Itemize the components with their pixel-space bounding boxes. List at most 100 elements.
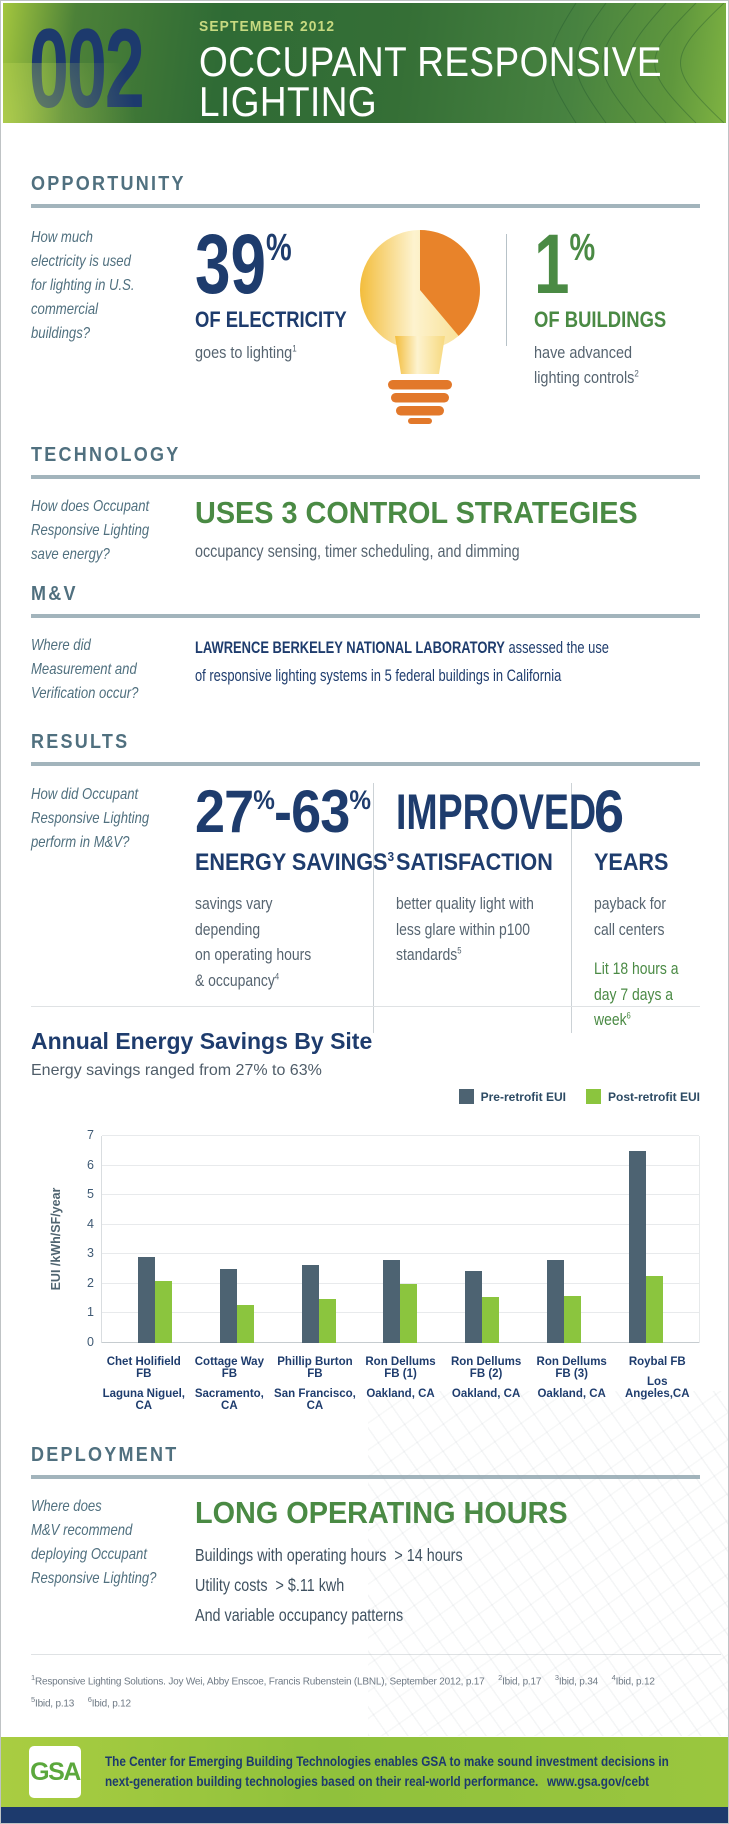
value-high: 63 [291, 778, 350, 845]
bar-post-retrofit-eui [154, 1280, 172, 1343]
deployment-criteria: Buildings with operating hours > 14 hour… [195, 1541, 524, 1630]
section-rule [31, 475, 700, 479]
bar-post-retrofit-eui [482, 1297, 500, 1343]
bar-group [547, 1136, 582, 1343]
footnote-number: 2 [498, 1673, 503, 1682]
x-axis-label: Ron Dellums FB (1) Oakland, CA [365, 1356, 436, 1400]
footnote-number: 5 [31, 1695, 35, 1705]
footnote-item: 4Ibid, p.12 [612, 1670, 655, 1692]
footnote-item: 3Ibid, p.34 [555, 1670, 598, 1692]
section-deployment: DEPLOYMENT Where does M&V recommend depl… [31, 1444, 700, 1630]
stat-buildings-sub: have advanced lighting controls2 [534, 341, 679, 390]
bar-pre-retrofit-eui [219, 1269, 237, 1343]
result-energy-savings: 27%-63% ENERGY SAVINGS3 savings vary dep… [195, 782, 394, 1033]
bar-group [301, 1136, 336, 1343]
energy-savings-note: savings vary depending on operating hour… [195, 891, 341, 993]
percent-sign: % [253, 785, 275, 815]
legend-item-pre: Pre-retrofit EUI [458, 1089, 566, 1104]
footnote-body: Responsive Lighting Solutions. Joy Wei, … [34, 1676, 485, 1688]
section-heading-mv: M&V [31, 583, 78, 605]
mv-finding-line2: of responsive lighting systems in 5 fede… [195, 666, 562, 686]
legend-swatch-pre-retrofit [458, 1089, 474, 1104]
footnote-ref: 3 [387, 849, 395, 864]
stat-number: 1 [534, 217, 570, 311]
stat-number: 39 [195, 217, 267, 311]
gridline-2: 2 [87, 1276, 699, 1290]
question-column: Where does M&V recommend deploying Occup… [31, 1495, 195, 1630]
x-axis-label: Ron Dellums FB (3) Oakland, CA [536, 1356, 607, 1400]
y-tick-label: 3 [87, 1246, 94, 1261]
legend-label: Post-retrofit EUI [607, 1089, 700, 1104]
energy-savings-range: 27%-63% [195, 782, 371, 842]
footnote-ref: 6 [626, 1010, 631, 1021]
mv-finding: LAWRENCE BERKELEY NATIONAL LABORATORY as… [195, 634, 609, 706]
footnote-item: 5Ibid, p.13 [31, 1692, 74, 1714]
footer-text: The Center for Emerging Building Technol… [105, 1752, 714, 1791]
gridline-7: 7 [87, 1128, 699, 1142]
gridline-6: 6 [87, 1158, 699, 1172]
bar-group [383, 1136, 418, 1343]
bar-post-retrofit-eui [400, 1283, 418, 1343]
stat-electricity-value: 39% [195, 222, 306, 306]
footnote-body: Ibid, p.17 [502, 1676, 542, 1688]
bar-pre-retrofit-eui [137, 1257, 155, 1343]
section-heading-results: RESULTS [31, 731, 130, 753]
legend-label: Pre-retrofit EUI [480, 1089, 566, 1104]
bar-pre-retrofit-eui [628, 1150, 646, 1343]
payback-label: YEARS [594, 849, 669, 876]
gridline-5: 5 [87, 1187, 699, 1201]
footnote-number: 3 [554, 1673, 559, 1682]
issue-date: SEPTEMBER 2012 [199, 19, 336, 35]
bar-post-retrofit-eui [564, 1295, 582, 1343]
footnote-ref: 2 [634, 368, 639, 379]
satisfaction-note: better quality light with less glare wit… [396, 891, 540, 968]
payback-years-value: 6 [594, 778, 624, 845]
chart-top-rule [31, 1006, 700, 1007]
issue-number: 002 [29, 6, 145, 131]
footer: GSA The Center for Emerging Building Tec… [1, 1737, 728, 1807]
page-title-line2: LIGHTING [199, 77, 378, 125]
section-footnotes: 1Responsive Lighting Solutions. Joy Wei,… [31, 1654, 721, 1715]
footnote-item: 6Ibid, p.12 [88, 1692, 131, 1714]
deployment-criterion: Utility costs > $.11 kwh [195, 1574, 345, 1595]
footer-message: The Center for Emerging Building Technol… [105, 1754, 669, 1789]
y-tick-label: 7 [87, 1128, 94, 1142]
gsa-logo: GSA [29, 1746, 81, 1798]
payback-note: payback for call centers [594, 894, 667, 939]
section-heading-opportunity: OPPORTUNITY [31, 173, 186, 195]
chart-plot: 0 1 2 3 4 5 6 7 [87, 1128, 700, 1349]
result-satisfaction: IMPROVED SATISFACTION better quality lig… [373, 783, 597, 1033]
opportunity-question: How much electricity is used for lightin… [31, 229, 135, 342]
results-question: How did Occupant Responsive Lighting per… [31, 786, 150, 851]
mv-finding-line1: LAWRENCE BERKELEY NATIONAL LABORATORY as… [195, 638, 609, 657]
satisfaction-big: IMPROVED [396, 784, 597, 840]
deployment-headline: LONG OPERATING HOURS [195, 1495, 568, 1530]
y-tick-label: 2 [87, 1275, 94, 1290]
footer-navy-strip [1, 1807, 728, 1823]
x-axis-label: Ron Dellums FB (2) Oakland, CA [450, 1356, 522, 1400]
range-dash: - [273, 778, 292, 845]
bar-groups [102, 1136, 699, 1343]
question-column: How did Occupant Responsive Lighting per… [31, 783, 195, 1033]
footnote-ref: 5 [457, 945, 462, 956]
footnote-body: Ibid, p.34 [558, 1676, 598, 1688]
x-axis-label: Cottage Way FB Sacramento, CA [194, 1356, 264, 1412]
gridline-3: 3 [87, 1246, 699, 1260]
mv-content: Where did Measurement and Verification o… [31, 634, 700, 706]
footnote-body: Ibid, p.12 [91, 1698, 131, 1710]
section-results: RESULTS How did Occupant Responsive Ligh… [31, 731, 700, 1033]
bar-post-retrofit-eui [318, 1298, 336, 1343]
deployment-criterion: And variable occupancy patterns [195, 1604, 404, 1625]
footnote-item: 2Ibid, p.17 [498, 1670, 541, 1692]
section-heading-technology: TECHNOLOGY [31, 444, 181, 466]
y-tick-label: 0 [87, 1335, 94, 1349]
technology-question: How does Occupant Responsive Lighting sa… [31, 498, 150, 563]
bar-group [137, 1136, 172, 1343]
lab-name: LAWRENCE BERKELEY NATIONAL LABORATORY [195, 638, 505, 657]
y-tick-label: 6 [87, 1157, 94, 1172]
header-titles: SEPTEMBER 2012 OCCUPANT RESPONSIVE LIGHT… [199, 19, 725, 122]
deployment-criterion: Buildings with operating hours > 14 hour… [195, 1545, 463, 1565]
bar-group [628, 1136, 663, 1343]
stat-sub-text: goes to lighting [195, 343, 293, 363]
payback-green-note: Lit 18 hours a day 7 days a week6 [594, 956, 681, 1033]
